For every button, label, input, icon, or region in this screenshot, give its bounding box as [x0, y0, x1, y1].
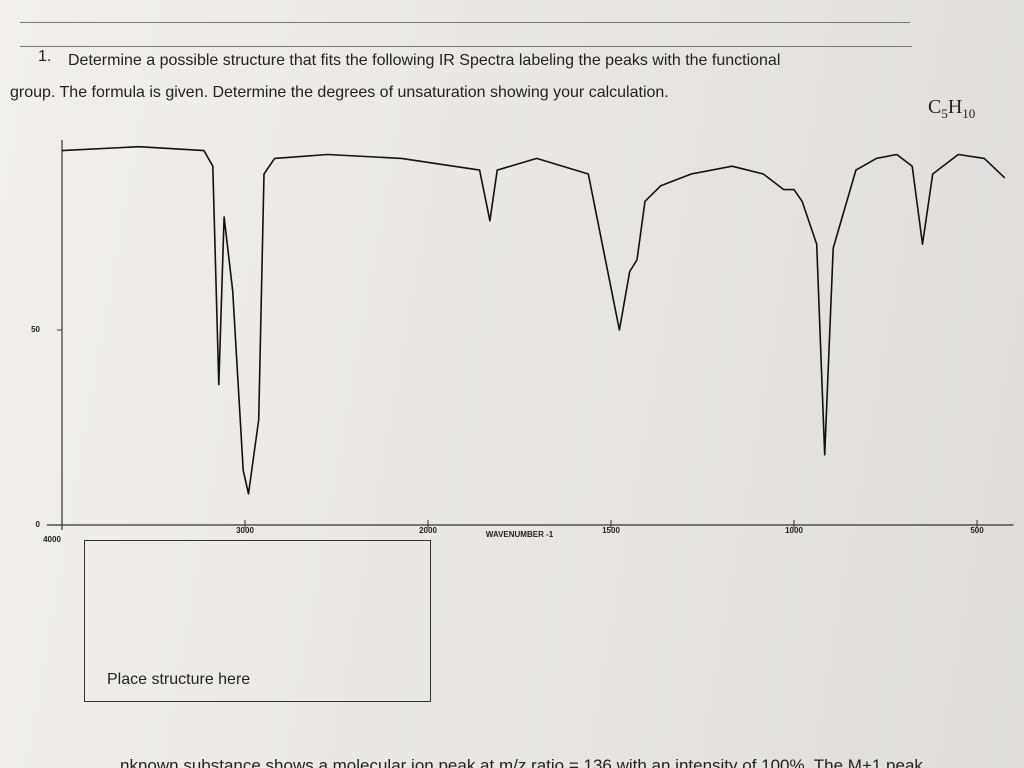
formula: C5H10: [928, 96, 975, 122]
x-tick-label: 500: [970, 526, 984, 535]
formula-count: 10: [962, 106, 976, 121]
x-tick-label: 2000: [419, 526, 437, 535]
x-tick-label: 1500: [602, 526, 620, 535]
question-text: Determine a possible structure that fits…: [68, 52, 781, 69]
spectrum-line: [61, 145, 1006, 495]
x-tick-label: 1000: [785, 526, 803, 535]
y-tick-label: 0: [36, 520, 41, 529]
box-label: Place structure here: [107, 671, 251, 688]
y-tick-label: 50: [31, 325, 40, 334]
x-tick-label: 3000: [236, 526, 254, 535]
rule-line: [20, 22, 910, 23]
question-number: 1.: [38, 48, 52, 65]
question-text: group. The formula is given. Determine t…: [10, 84, 669, 101]
rule-line: [20, 46, 912, 47]
formula-element: C: [928, 96, 942, 118]
formula-count: 5: [941, 106, 948, 121]
cropped-text: nknown substance shows a molecular ion p…: [120, 756, 923, 768]
structure-box: Place structure here: [84, 540, 431, 702]
formula-element: H: [947, 96, 963, 118]
x-tick-label: 4000: [43, 535, 61, 544]
x-axis-label: WAVENUMBER -1: [486, 530, 554, 539]
